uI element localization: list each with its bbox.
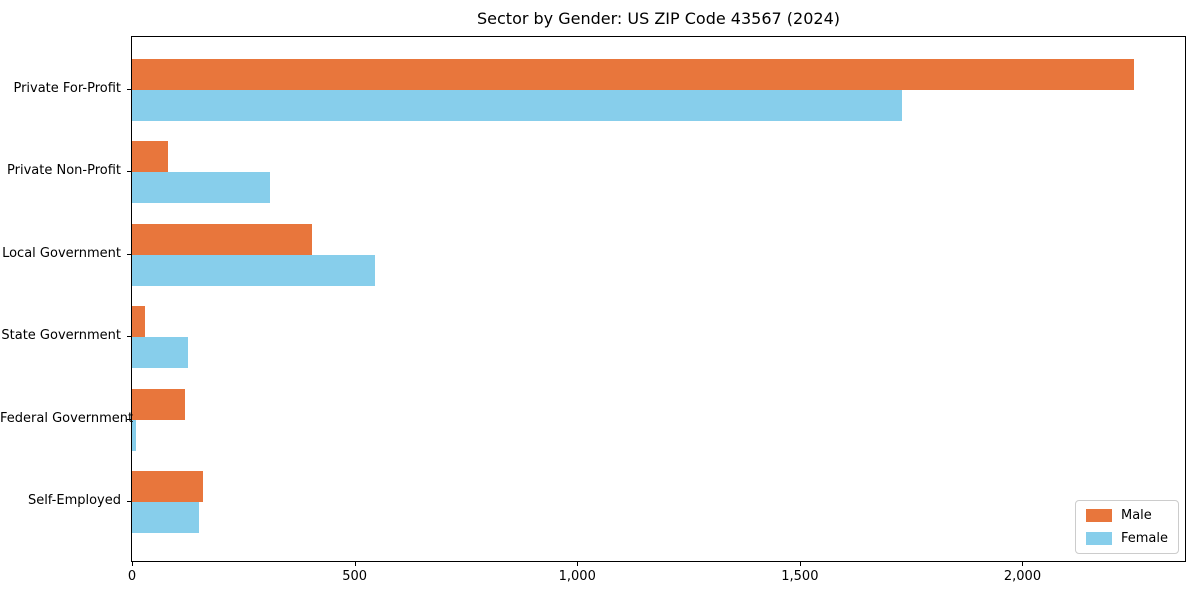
legend-label-female: Female	[1120, 531, 1168, 546]
x-tick-label: 2,000	[1003, 569, 1042, 584]
y-axis-label-state-government: State Government	[1, 328, 121, 344]
legend-item-male: Male	[1085, 508, 1168, 523]
y-tick-mark	[127, 253, 131, 255]
x-tick-mark	[132, 562, 133, 566]
bar-male-state-government	[132, 306, 146, 338]
x-tick-label: 1,500	[781, 569, 819, 584]
bar-female-state-government	[132, 337, 188, 369]
plot-area: Male Female	[131, 36, 1186, 562]
legend-label-male: Male	[1120, 508, 1152, 523]
bar-female-federal-government	[132, 419, 137, 451]
x-tick-mark	[799, 562, 801, 566]
legend-swatch-male	[1085, 509, 1112, 522]
x-tick-mark	[354, 562, 356, 566]
y-tick-mark	[127, 418, 131, 420]
chart-title: Sector by Gender: US ZIP Code 43567 (202…	[477, 9, 840, 28]
bar-female-self-employed	[132, 502, 199, 533]
legend-swatch-female	[1085, 532, 1112, 545]
y-tick-mark	[127, 501, 131, 502]
y-axis-label-local-government: Local Government	[2, 245, 121, 261]
x-tick-label: 1,000	[558, 569, 596, 584]
bar-male-self-employed	[132, 471, 204, 502]
x-tick-mark	[1022, 562, 1024, 566]
legend: Male Female	[1074, 500, 1179, 554]
x-tick-label: 0	[127, 569, 137, 584]
bar-male-private-for-profit	[132, 59, 1134, 90]
x-tick-label: 500	[342, 569, 368, 584]
bar-female-private-for-profit	[132, 90, 903, 121]
bar-female-local-government	[132, 254, 375, 286]
legend-item-female: Female	[1085, 531, 1168, 546]
x-tick-mark	[577, 562, 579, 566]
bar-female-private-non-profit	[132, 172, 271, 204]
y-axis-label-private-for-profit: Private For-Profit	[13, 81, 121, 96]
y-tick-mark	[127, 89, 131, 90]
y-tick-mark	[127, 336, 131, 338]
y-axis-label-self-employed: Self-Employed	[27, 493, 121, 508]
y-axis-label-private-non-profit: Private Non-Profit	[7, 163, 121, 179]
y-axis-label-federal-government: Federal Government	[0, 410, 134, 426]
bar-male-federal-government	[132, 388, 186, 420]
bar-male-local-government	[132, 223, 313, 255]
bar-male-private-non-profit	[132, 141, 168, 173]
y-tick-mark	[127, 171, 131, 173]
